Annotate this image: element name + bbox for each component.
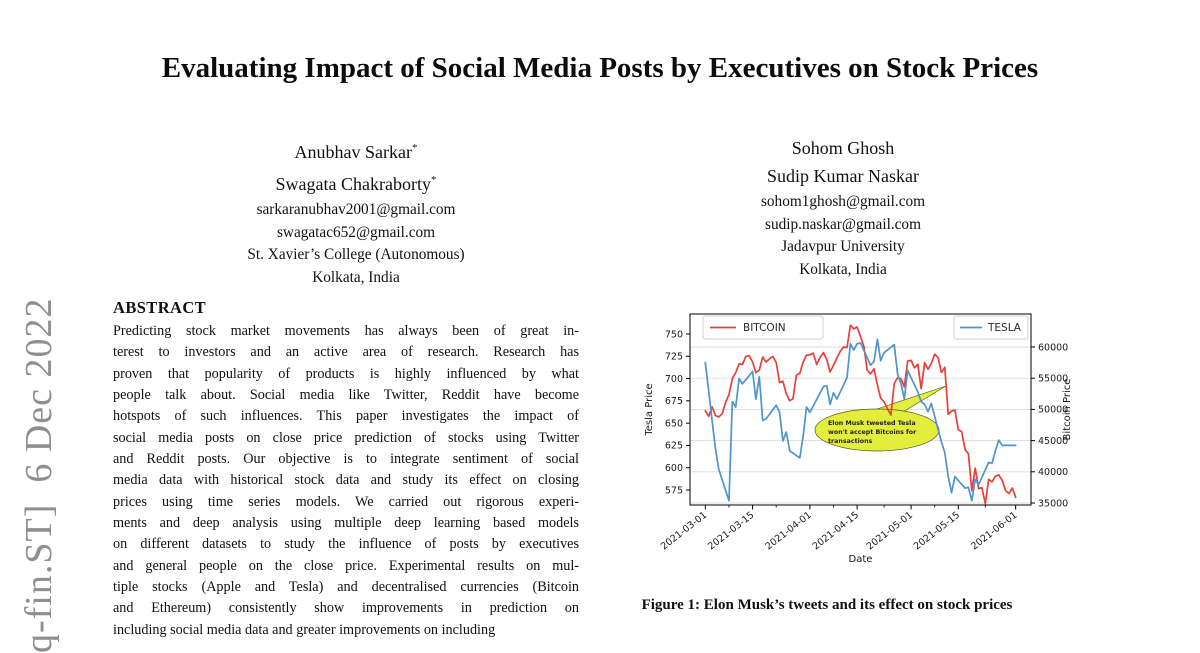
svg-text:Tesla Price: Tesla Price — [644, 383, 655, 436]
svg-text:625: 625 — [665, 441, 683, 452]
abstract-line: proven that popularity of products is hi… — [113, 365, 579, 382]
svg-text:575: 575 — [665, 485, 683, 496]
svg-text:700: 700 — [665, 374, 683, 385]
author-name: Swagata Chakraborty* — [196, 166, 516, 198]
svg-text:55000: 55000 — [1038, 374, 1068, 385]
author-mark: * — [430, 174, 437, 186]
svg-text:600: 600 — [665, 463, 683, 474]
svg-text:2021-04-01: 2021-04-01 — [763, 510, 813, 553]
author-name-text: Sohom Ghosh — [791, 138, 895, 158]
page-title: Evaluating Impact of Social Media Posts … — [161, 52, 1039, 84]
abstract-line: Predicting stock market movements has al… — [113, 323, 579, 339]
abstract-line: and Reddit posts. Our objective is to in… — [113, 451, 579, 468]
svg-text:2021-05-15: 2021-05-15 — [912, 510, 962, 553]
abstract-text: Predicting stock market movements has al… — [113, 321, 579, 641]
svg-text:50000: 50000 — [1038, 405, 1068, 416]
author-email: sarkaranubhav2001@gmail.com — [256, 201, 456, 218]
abstract-line: people talk about. Social media like Twi… — [113, 387, 579, 404]
svg-text:2021-03-01: 2021-03-01 — [659, 510, 709, 553]
figure-caption: Figure 1: Elon Musk’s tweets and its eff… — [641, 597, 1013, 613]
author-name-text: Swagata Chakraborty — [275, 174, 431, 194]
abstract-line: tiple stocks (Apple and Tesla) and decen… — [113, 579, 579, 596]
abstract-line: and general people on the close price. E… — [113, 557, 579, 574]
svg-text:60000: 60000 — [1038, 342, 1068, 353]
svg-text:BITCOIN: BITCOIN — [743, 322, 786, 334]
svg-text:45000: 45000 — [1038, 436, 1068, 447]
author-email: swagatac652@gmail.com — [276, 224, 436, 241]
legend-bitcoin — [702, 315, 824, 340]
abstract-line: terest to investors and an active area o… — [113, 344, 579, 361]
svg-text:Date: Date — [849, 554, 873, 565]
author-affiliation: Kolkata, India — [799, 260, 887, 278]
svg-text:2021-04-15: 2021-04-15 — [811, 510, 861, 553]
author-name: Anubhav Sarkar* — [196, 134, 516, 166]
abstract-heading: ABSTRACT — [113, 298, 207, 317]
svg-text:Bitcoin Price: Bitcoin Price — [1062, 379, 1073, 441]
svg-text:2021-06-01: 2021-06-01 — [969, 510, 1019, 553]
arxiv-stamp: q-fin.ST] 6 Dec 2022 — [18, 297, 60, 653]
author-name: Sohom Ghosh — [683, 134, 1003, 162]
svg-text:2021-03-15: 2021-03-15 — [706, 510, 756, 553]
abstract-line: hotspots of such influences. This paper … — [113, 408, 579, 425]
author-name: Sudip Kumar Naskar — [683, 162, 1003, 190]
abstract-line: social media posts on close price predic… — [113, 429, 579, 446]
svg-text:won't accept Bitcoins for: won't accept Bitcoins for — [828, 429, 917, 436]
author-affiliation: Jadavpur University — [781, 238, 905, 255]
svg-text:2021-05-01: 2021-05-01 — [865, 510, 915, 553]
abstract-line: ments and deep analysis using multiple d… — [113, 515, 579, 532]
svg-text:35000: 35000 — [1038, 498, 1068, 509]
abstract-line: prices using time series models. We carr… — [113, 493, 579, 510]
figure1-chart: Elon Musk tweeted Tesla won't accept Bitc… — [644, 313, 1073, 565]
svg-text:750: 750 — [665, 329, 683, 340]
legend-tesla — [953, 315, 1029, 340]
svg-text:650: 650 — [665, 418, 683, 429]
author-email: sudip.naskar@gmail.com — [765, 216, 921, 233]
author-mark: * — [411, 142, 418, 154]
author-block-left: Anubhav Sarkar* Swagata Chakraborty* sar… — [196, 134, 516, 289]
svg-text:TESLA: TESLA — [987, 322, 1022, 334]
svg-text:725: 725 — [665, 352, 683, 363]
svg-text:Elon Musk tweeted Tesla: Elon Musk tweeted Tesla — [828, 420, 916, 427]
abstract-line: media data with historical stock data an… — [113, 472, 579, 489]
abstract-line: on different datasets to study the influ… — [113, 536, 579, 553]
svg-text:transactions: transactions — [828, 438, 873, 445]
svg-text:40000: 40000 — [1038, 467, 1068, 478]
series-tesla — [704, 338, 1017, 502]
series-bitcoin — [704, 324, 1017, 505]
author-name-text: Anubhav Sarkar — [294, 142, 412, 162]
author-name-text: Sudip Kumar Naskar — [767, 166, 919, 186]
abstract-line: and Ethereum) consistently show improvem… — [113, 600, 579, 617]
author-affiliation: Kolkata, India — [312, 268, 400, 286]
author-email: sohom1ghosh@gmail.com — [760, 193, 926, 210]
author-block-right: Sohom Ghosh Sudip Kumar Naskar sohom1gho… — [683, 134, 1003, 281]
abstract-line: including social media data and greater … — [113, 621, 496, 638]
svg-text:675: 675 — [665, 396, 683, 407]
author-affiliation: St. Xavier’s College (Autonomous) — [247, 246, 465, 263]
